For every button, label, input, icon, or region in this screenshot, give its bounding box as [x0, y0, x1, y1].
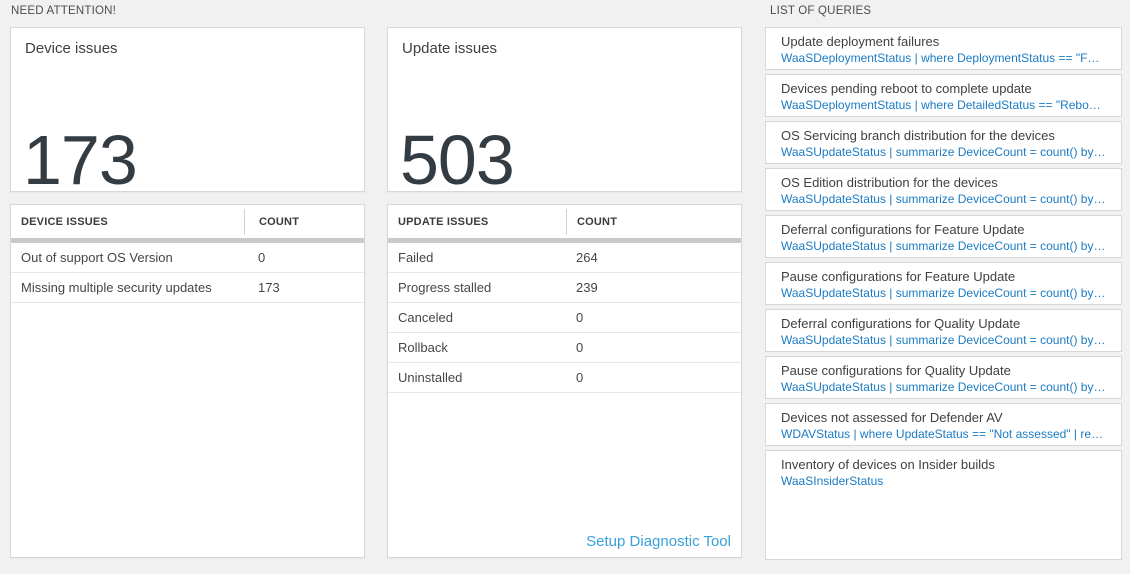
- table-row[interactable]: Rollback 0: [388, 333, 741, 363]
- device-issues-count-header: COUNT: [244, 208, 364, 235]
- table-row[interactable]: Missing multiple security updates 173: [11, 273, 364, 303]
- update-issues-count: 503: [400, 121, 515, 199]
- issue-count-cell: 0: [576, 370, 584, 385]
- table-header-divider-bar: [11, 238, 364, 243]
- update-issues-table: UPDATE ISSUES COUNT Failed 264 Progress …: [387, 204, 742, 558]
- query-title: OS Servicing branch distribution for the…: [781, 128, 1055, 143]
- query-list-item[interactable]: Pause configurations for Feature Update …: [765, 262, 1122, 305]
- issue-name-cell: Rollback: [398, 340, 448, 355]
- query-list-item[interactable]: Pause configurations for Quality Update …: [765, 356, 1122, 399]
- query-list-item[interactable]: Devices pending reboot to complete updat…: [765, 74, 1122, 117]
- query-text-link[interactable]: WaaSInsiderStatus: [781, 474, 884, 488]
- query-title: Pause configurations for Feature Update: [781, 269, 1016, 284]
- issue-name-cell: Canceled: [398, 310, 453, 325]
- query-text-link[interactable]: WDAVStatus | where UpdateStatus == "Not …: [781, 427, 1106, 441]
- issue-name-cell: Failed: [398, 250, 434, 265]
- query-title: Update deployment failures: [781, 34, 940, 49]
- query-list-item[interactable]: Deferral configurations for Quality Upda…: [765, 309, 1122, 352]
- query-text-link[interactable]: WaaSUpdateStatus | summarize DeviceCount…: [781, 333, 1106, 347]
- table-row[interactable]: Uninstalled 0: [388, 363, 741, 393]
- list-of-queries-heading: LIST OF QUERIES: [770, 5, 872, 17]
- issue-count-cell: 0: [258, 250, 266, 265]
- update-issues-title: Update issues: [402, 40, 498, 57]
- table-header-divider-bar: [388, 238, 741, 243]
- device-issues-table-header: DEVICE ISSUES COUNT: [11, 205, 364, 238]
- query-title: Devices pending reboot to complete updat…: [781, 81, 1032, 96]
- query-text-link[interactable]: WaaSUpdateStatus | summarize DeviceCount…: [781, 286, 1106, 300]
- update-issues-tile[interactable]: Update issues 503: [387, 27, 742, 199]
- query-text-link[interactable]: WaaSDeploymentStatus | where DeploymentS…: [781, 51, 1106, 65]
- query-title: Deferral configurations for Quality Upda…: [781, 316, 1021, 331]
- table-row[interactable]: Out of support OS Version 0: [11, 243, 364, 273]
- query-text-link[interactable]: WaaSUpdateStatus | summarize DeviceCount…: [781, 380, 1106, 394]
- issue-name-cell: Missing multiple security updates: [21, 280, 212, 295]
- device-issues-tile[interactable]: Device issues 173: [10, 27, 365, 199]
- query-list-item[interactable]: Update deployment failures WaaSDeploymen…: [765, 27, 1122, 70]
- query-text-link[interactable]: WaaSUpdateStatus | summarize DeviceCount…: [781, 192, 1106, 206]
- issue-name-cell: Out of support OS Version: [21, 250, 173, 265]
- issue-count-cell: 239: [576, 280, 598, 295]
- query-list-item[interactable]: OS Edition distribution for the devices …: [765, 168, 1122, 211]
- query-title: Inventory of devices on Insider builds: [781, 457, 995, 472]
- query-list-item[interactable]: Inventory of devices on Insider builds W…: [765, 450, 1122, 560]
- issue-count-cell: 0: [576, 340, 584, 355]
- device-issues-header-label: DEVICE ISSUES: [21, 215, 108, 228]
- query-text-link[interactable]: WaaSDeploymentStatus | where DetailedSta…: [781, 98, 1106, 112]
- query-title: Deferral configurations for Feature Upda…: [781, 222, 1025, 237]
- issue-name-cell: Progress stalled: [398, 280, 492, 295]
- issue-count-cell: 264: [576, 250, 598, 265]
- device-issues-title: Device issues: [25, 40, 118, 57]
- issue-name-cell: Uninstalled: [398, 370, 463, 385]
- setup-diagnostic-tool-link[interactable]: Setup Diagnostic Tool: [586, 533, 731, 550]
- query-text-link[interactable]: WaaSUpdateStatus | summarize DeviceCount…: [781, 239, 1106, 253]
- issue-count-cell: 0: [576, 310, 584, 325]
- update-issues-count-header: COUNT: [566, 208, 741, 235]
- query-title: Pause configurations for Quality Update: [781, 363, 1011, 378]
- update-issues-header-label: UPDATE ISSUES: [398, 215, 489, 228]
- query-list-item[interactable]: OS Servicing branch distribution for the…: [765, 121, 1122, 164]
- issue-count-cell: 173: [258, 280, 280, 295]
- query-list-item[interactable]: Devices not assessed for Defender AV WDA…: [765, 403, 1122, 446]
- query-title: Devices not assessed for Defender AV: [781, 410, 1003, 425]
- device-issues-table: DEVICE ISSUES COUNT Out of support OS Ve…: [10, 204, 365, 558]
- query-list: Update deployment failures WaaSDeploymen…: [765, 27, 1122, 560]
- table-row[interactable]: Failed 264: [388, 243, 741, 273]
- update-issues-table-header: UPDATE ISSUES COUNT: [388, 205, 741, 238]
- table-row[interactable]: Progress stalled 239: [388, 273, 741, 303]
- query-title: OS Edition distribution for the devices: [781, 175, 998, 190]
- need-attention-heading: NEED ATTENTION!: [11, 5, 117, 17]
- query-list-item[interactable]: Deferral configurations for Feature Upda…: [765, 215, 1122, 258]
- query-text-link[interactable]: WaaSUpdateStatus | summarize DeviceCount…: [781, 145, 1106, 159]
- table-row[interactable]: Canceled 0: [388, 303, 741, 333]
- device-issues-count: 173: [23, 121, 138, 199]
